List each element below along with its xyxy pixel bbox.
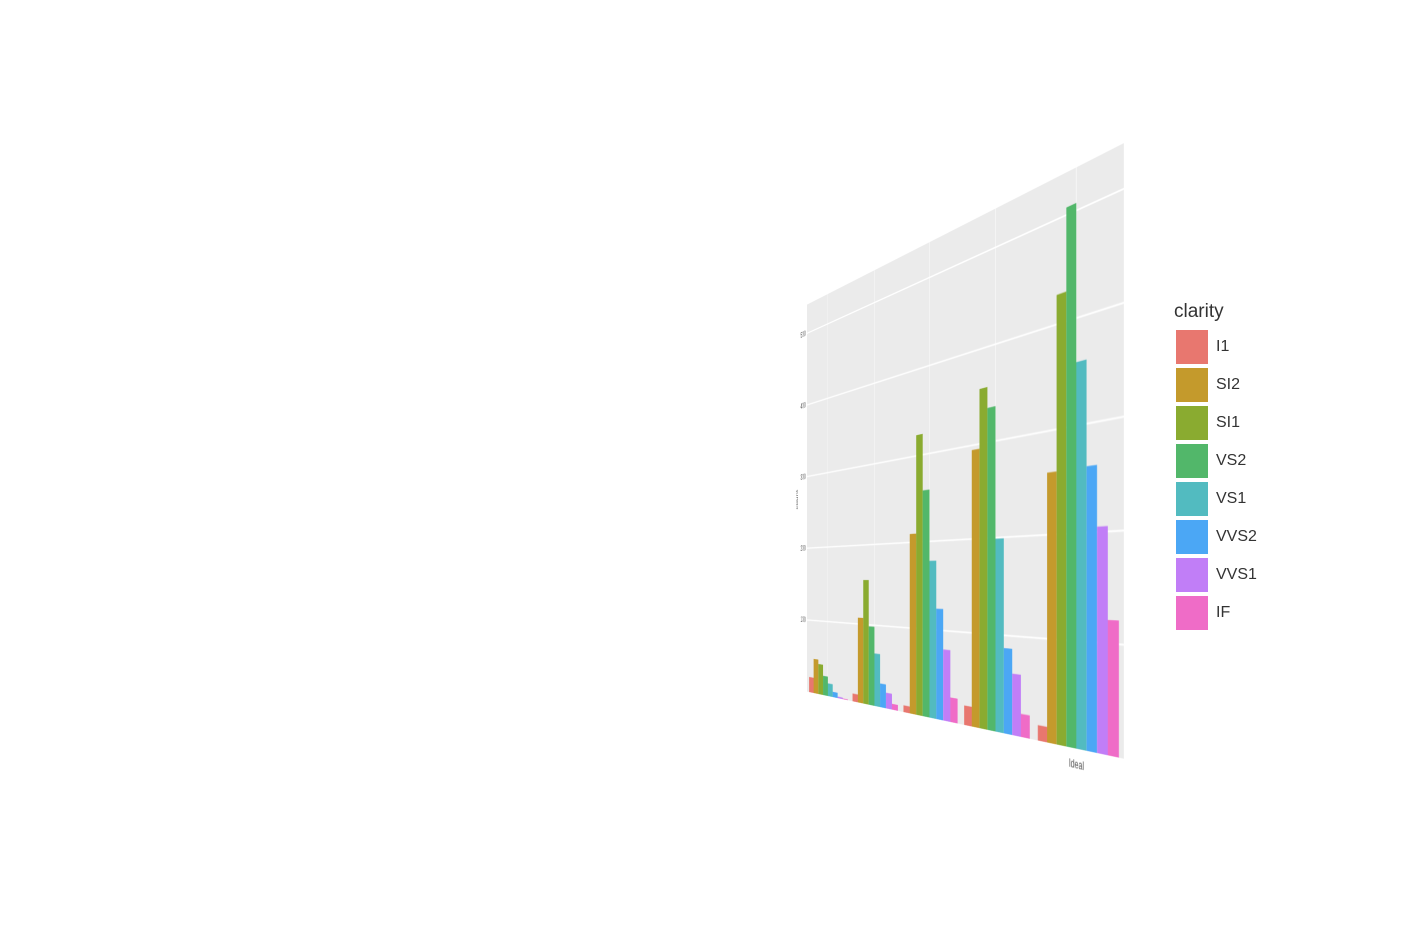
bar [857,617,864,704]
bar [1056,291,1067,747]
bar [1003,648,1013,736]
bar [971,448,980,729]
x-tick-label: Ideal [1069,757,1084,774]
legend-swatch [1176,406,1208,440]
legend-label: I1 [1216,338,1229,355]
bar [979,386,988,730]
legend-swatch [1176,330,1208,364]
bar [909,533,917,715]
legend: clarity I1 SI2 SI1 VS2 VS1 VVS2 VVS1 IF [1174,301,1257,630]
bar [995,538,1004,734]
bar [1097,526,1108,756]
bar [1076,359,1087,751]
legend-title: clarity [1174,301,1224,322]
bar [964,705,972,727]
bar [922,489,930,718]
bar [1047,471,1057,745]
legend-swatch [1176,520,1208,554]
bar [891,703,898,711]
legend-swatch [1176,444,1208,478]
bar [885,692,892,710]
bar [874,653,881,708]
y-tick-label: 300 [801,472,806,482]
bar [809,676,814,694]
y-tick-label: 500 [801,329,806,341]
legend-label: VVS1 [1216,566,1257,583]
bar [1086,464,1098,754]
bar [1066,202,1077,749]
bar [818,663,824,695]
bar [868,626,875,706]
bar [813,658,819,694]
y-tick-label: 400 [801,401,806,412]
bar [1012,673,1021,737]
bar [827,683,833,698]
legend-label: VS2 [1216,452,1246,469]
legend-swatch [1176,558,1208,592]
bar [987,406,996,732]
bar [863,579,869,705]
bar [929,560,937,719]
legend-label: SI2 [1216,376,1240,393]
chart: count 100 200 300 400 500 Ideal [796,143,1130,774]
bar [880,683,886,709]
legend-label: IF [1216,604,1230,621]
y-tick-label: 200 [801,544,806,553]
bar [903,705,910,714]
bar [823,675,828,697]
bar [936,608,944,721]
legend-label: VVS2 [1216,528,1257,545]
legend-swatch [1176,368,1208,402]
bar [943,649,951,722]
bar [832,691,838,699]
bar [1107,619,1119,758]
y-axis-title: count [796,489,799,509]
legend-swatch [1176,596,1208,630]
bar [1020,713,1030,739]
bar [1037,725,1048,743]
y-tick-label: 100 [801,615,806,625]
bar [950,697,958,724]
legend-swatch [1176,482,1208,516]
legend-label: SI1 [1216,414,1240,431]
bar [916,433,923,717]
legend-label: VS1 [1216,490,1246,507]
bar [852,693,858,703]
